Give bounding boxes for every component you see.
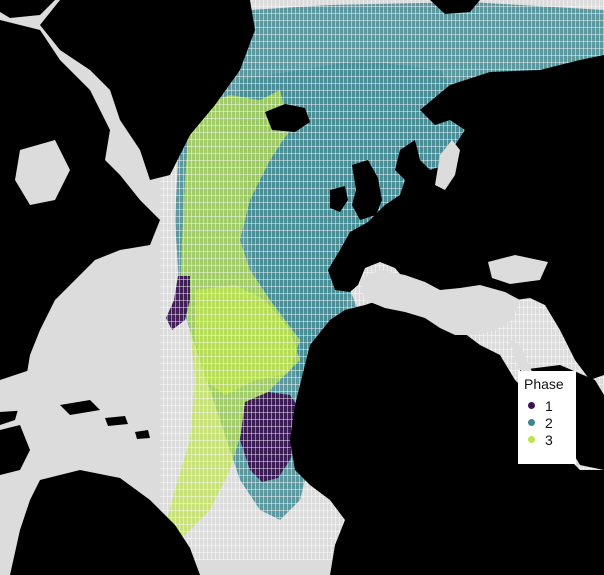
caribbean-island-2 — [105, 416, 128, 426]
legend-swatch — [528, 436, 535, 443]
north-america — [0, 20, 160, 425]
legend-label: 2 — [545, 414, 553, 431]
africa — [290, 300, 604, 575]
legend-swatch — [528, 419, 535, 426]
svalbard — [430, 0, 480, 14]
gulf-of-mexico — [0, 370, 45, 412]
hudson-bay — [15, 140, 70, 205]
legend-label: 1 — [545, 397, 553, 414]
legend-item-2: 2 — [524, 414, 570, 431]
legend-item-3: 3 — [524, 431, 570, 448]
legend-item-1: 1 — [524, 397, 570, 414]
iceland — [265, 104, 310, 132]
south-america — [10, 470, 200, 575]
mediterranean — [360, 270, 520, 335]
legend: Phase 1 2 3 — [518, 371, 576, 464]
legend-title: Phase — [524, 376, 564, 392]
black-sea — [488, 255, 548, 284]
eurasia — [328, 55, 604, 380]
arctic-island-1 — [0, 0, 55, 18]
caribbean-island-3 — [135, 430, 150, 439]
great-britain — [352, 160, 382, 220]
ireland — [330, 186, 348, 212]
legend-swatch — [528, 402, 535, 409]
central-america — [0, 425, 30, 475]
legend-label: 3 — [545, 431, 553, 448]
greenland — [40, 0, 255, 180]
baltic-sea — [435, 140, 460, 190]
caribbean-island-1 — [60, 400, 100, 415]
